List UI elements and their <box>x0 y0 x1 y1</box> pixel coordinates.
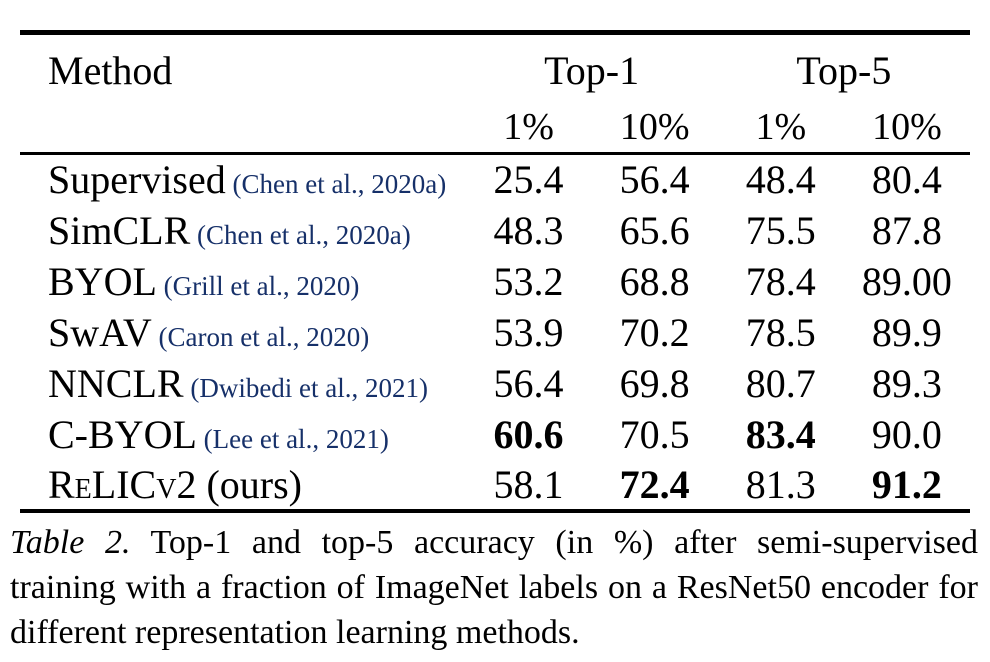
table-body: Supervised (Chen et al., 2020a) 25.4 56.4 4… <box>20 154 970 511</box>
value-cell: 48.4 <box>745 157 816 203</box>
value-cell: 70.5 <box>619 411 690 457</box>
results-table-container: Method Top-1 Top-5 1% 10% 1% 10% Supervi… <box>20 30 970 513</box>
value-cell: 53.2 <box>493 258 564 304</box>
table-row: ReLICv2 (ours) 58.1 72.4 81.3 91.2 <box>20 460 970 511</box>
value-cell: 25.4 <box>493 157 564 203</box>
value-cell: 78.5 <box>745 309 816 355</box>
method-cell: SimCLR (Chen et al., 2020a) <box>20 205 465 256</box>
method-cell: C-BYOL (Lee et al., 2021) <box>20 409 465 460</box>
column-header-top1-10pct: 10% <box>619 106 690 148</box>
value-cell: 69.8 <box>619 360 690 406</box>
citation-link[interactable]: (Chen et al., 2020a) <box>190 219 411 250</box>
method-cell: NNCLR (Dwibedi et al., 2021) <box>20 358 465 409</box>
method-cell: SwAV (Caron et al., 2020) <box>20 307 465 358</box>
value-cell: 68.8 <box>619 258 690 304</box>
table-row: NNCLR (Dwibedi et al., 2021) 56.4 69.8 80.7… <box>20 358 970 409</box>
value-cell: 56.4 <box>619 157 690 203</box>
method-name: SwAV <box>48 309 152 355</box>
results-table: Method Top-1 Top-5 1% 10% 1% 10% Supervi… <box>20 30 970 513</box>
caption-label: Table 2. <box>10 524 131 561</box>
table-row: SimCLR (Chen et al., 2020a) 48.3 65.6 75.5 8… <box>20 205 970 256</box>
table-row: BYOL (Grill et al., 2020) 53.2 68.8 78.4 89.… <box>20 256 970 307</box>
value-cell: 75.5 <box>745 207 816 253</box>
table-row: C-BYOL (Lee et al., 2021) 60.6 70.5 83.4 90.… <box>20 409 970 460</box>
method-cell: ReLICv2 (ours) <box>20 460 465 511</box>
value-cell: 83.4 <box>745 411 816 457</box>
value-cell: 70.2 <box>619 309 690 355</box>
value-cell: 72.4 <box>619 461 690 507</box>
column-group-top1: Top-1 <box>544 48 640 93</box>
value-cell: 91.2 <box>871 461 942 507</box>
table-header: Method Top-1 Top-5 1% 10% 1% 10% <box>20 33 970 154</box>
value-cell: 53.9 <box>493 309 564 355</box>
method-name: Supervised <box>48 157 226 203</box>
column-header-top5-10pct: 10% <box>872 106 942 148</box>
value-cell: 87.8 <box>871 207 942 253</box>
method-name: SimCLR <box>48 207 191 253</box>
table-row: SwAV (Caron et al., 2020) 53.9 70.2 78.5 89.… <box>20 307 970 358</box>
value-cell: 56.4 <box>493 360 564 406</box>
citation-link[interactable]: (Grill et al., 2020) <box>156 270 360 301</box>
value-cell: 81.3 <box>745 461 816 507</box>
value-cell: 89.9 <box>871 309 942 355</box>
column-group-top5: Top-5 <box>796 48 892 93</box>
caption-text: Top-1 and top-5 accuracy (in %) after se… <box>10 524 978 651</box>
table-row: Supervised (Chen et al., 2020a) 25.4 56.4 4… <box>20 154 970 205</box>
method-note: (ours) <box>196 461 302 507</box>
value-cell: 90.0 <box>871 411 942 457</box>
value-cell: 58.1 <box>493 461 564 507</box>
column-header-top5-1pct: 1% <box>755 106 807 148</box>
value-cell: 89.3 <box>871 360 942 406</box>
method-name: ReLICv2 <box>48 461 197 507</box>
method-name: BYOL <box>48 258 157 304</box>
header-row-fractions: 1% 10% 1% 10% <box>20 105 970 154</box>
header-row-groups: Method Top-1 Top-5 <box>20 33 970 106</box>
method-name: C-BYOL <box>48 411 197 457</box>
citation-link[interactable]: (Chen et al., 2020a) <box>225 169 447 200</box>
column-header-method: Method <box>48 48 173 93</box>
value-cell: 80.7 <box>745 360 816 406</box>
method-name: NNCLR <box>48 360 184 406</box>
table-caption: Table 2. Top-1 and top-5 accuracy (in %)… <box>10 520 978 655</box>
value-cell: 89.00 <box>861 258 952 304</box>
value-cell: 60.6 <box>493 411 564 457</box>
citation-link[interactable]: (Dwibedi et al., 2021) <box>183 372 429 403</box>
citation-link[interactable]: (Caron et al., 2020) <box>151 321 370 352</box>
value-cell: 65.6 <box>619 207 690 253</box>
value-cell: 78.4 <box>745 258 816 304</box>
column-header-top1-1pct: 1% <box>503 106 554 148</box>
method-cell: BYOL (Grill et al., 2020) <box>20 256 465 307</box>
citation-link[interactable]: (Lee et al., 2021) <box>196 423 389 454</box>
value-cell: 48.3 <box>493 207 564 253</box>
value-cell: 80.4 <box>871 157 942 203</box>
method-cell: Supervised (Chen et al., 2020a) <box>20 154 465 205</box>
